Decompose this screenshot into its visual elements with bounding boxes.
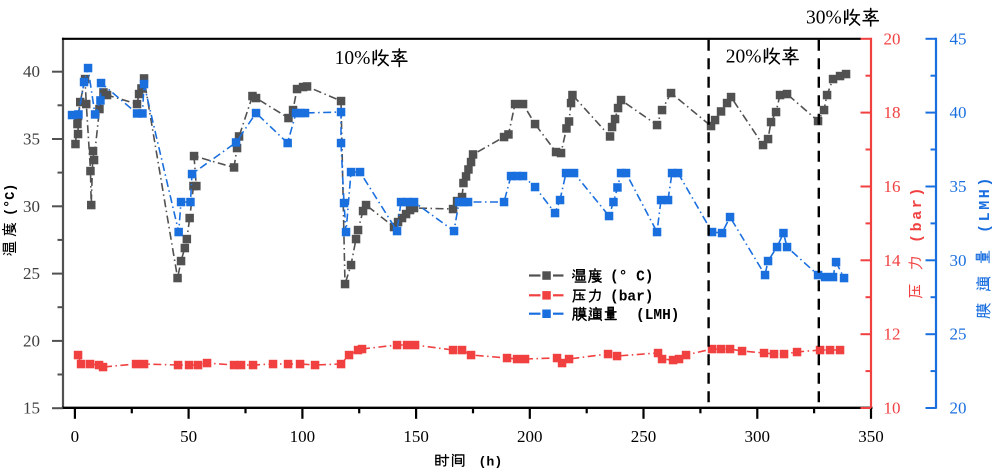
svg-text:30: 30 [23,197,40,216]
svg-text:35: 35 [23,130,40,149]
svg-text:30: 30 [950,251,967,270]
svg-text:35: 35 [950,177,967,196]
svg-text:40: 40 [950,103,967,122]
svg-text:10: 10 [884,399,901,418]
svg-text:0: 0 [71,427,80,446]
svg-text:350: 350 [858,427,884,446]
svg-text:(h): (h) [479,455,503,470]
svg-text:45: 45 [950,29,967,48]
svg-text:25: 25 [950,325,967,344]
svg-text:20: 20 [950,399,967,418]
svg-text:(° C): (° C) [610,270,654,286]
svg-text:150: 150 [403,427,429,446]
svg-text:15: 15 [23,399,40,418]
svg-text:(LMH): (LMH) [636,308,680,324]
svg-text:20: 20 [23,331,40,350]
svg-text:40: 40 [23,62,40,81]
svg-text:(°C): (°C) [4,184,19,216]
svg-text:200: 200 [517,427,543,446]
svg-text:18: 18 [884,103,901,122]
svg-text:100: 100 [290,427,316,446]
svg-text:(LMH): (LMH) [977,175,992,233]
svg-text:50: 50 [180,427,197,446]
svg-text:25: 25 [23,264,40,283]
svg-text:10%: 10% [335,48,371,69]
svg-text:300: 300 [745,427,771,446]
svg-text:(bar): (bar) [909,185,926,243]
svg-text:20: 20 [884,29,901,48]
svg-text:16: 16 [884,177,901,196]
svg-text:20%: 20% [726,46,762,67]
svg-text:(bar): (bar) [610,290,654,306]
svg-text:12: 12 [884,325,901,344]
svg-text:30%: 30% [806,8,842,29]
svg-text:250: 250 [631,427,657,446]
svg-text:14: 14 [884,251,902,270]
